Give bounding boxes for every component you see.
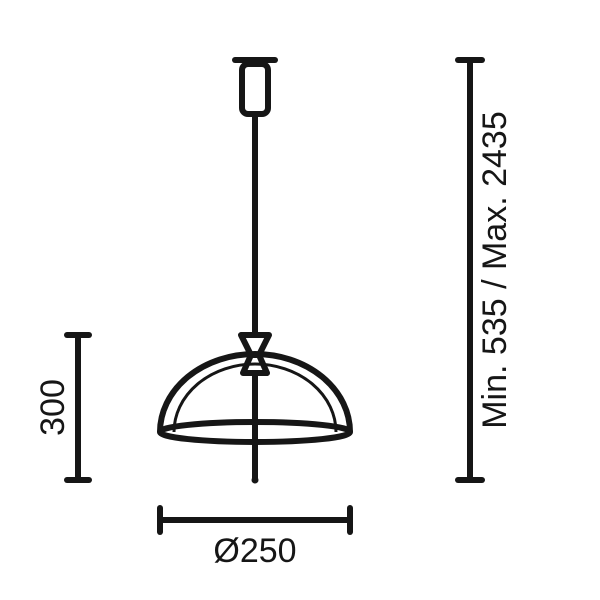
dimension-diameter-label: Ø250	[213, 532, 296, 570]
dimension-height-total-label: Min. 535 / Max. 2435	[476, 111, 514, 429]
pendant-lamp-outline	[160, 60, 350, 484]
dimension-diameter: Ø250	[160, 508, 350, 570]
dimension-drawing: 300 Ø250 Min. 535 / Max. 2435	[0, 0, 600, 600]
dimension-height-shade-label: 300	[34, 379, 72, 436]
dimension-height-total: Min. 535 / Max. 2435	[458, 60, 514, 480]
dimension-height-shade: 300	[34, 335, 89, 480]
